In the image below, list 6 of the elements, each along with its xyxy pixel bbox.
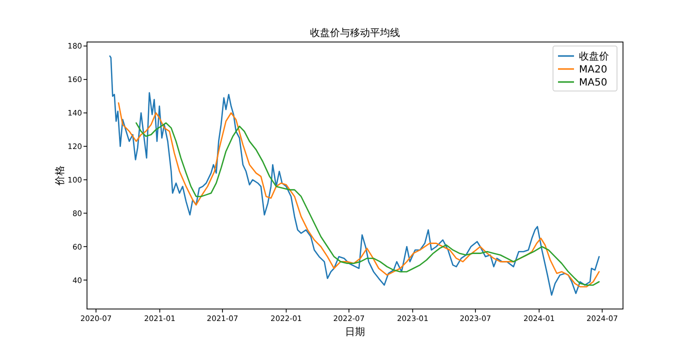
legend-label: MA20 xyxy=(579,64,608,76)
x-axis-title: 日期 xyxy=(345,326,365,338)
y-axis-title: 价格 xyxy=(54,166,66,186)
legend-label: MA50 xyxy=(579,78,608,88)
legend-label: 收盘价 xyxy=(579,50,609,62)
chart-title: 收盘价与移动平均线 xyxy=(310,27,400,39)
